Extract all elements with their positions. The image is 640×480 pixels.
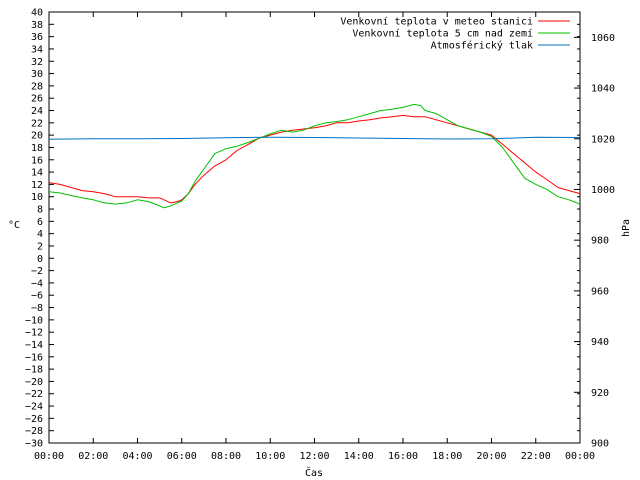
y-tick-label: 10 xyxy=(31,192,43,203)
x-tick-label: 22:00 xyxy=(521,451,551,462)
series-line-1 xyxy=(48,114,581,204)
y-tick-label: 20 xyxy=(31,131,43,142)
series-line-2 xyxy=(48,103,581,209)
y-axis-ticks: 4038363432302826242220181614121086420−2−… xyxy=(25,8,580,450)
y2-tick-label: 1020 xyxy=(591,134,615,145)
y-tick-label: −28 xyxy=(25,426,43,437)
y2-axis-title: hPa xyxy=(621,219,632,237)
y2-tick-label: 1000 xyxy=(591,185,615,196)
x-tick-label: 08:00 xyxy=(211,451,241,462)
y-tick-label: −10 xyxy=(25,315,43,326)
y-tick-label: 0 xyxy=(37,254,43,265)
y-axis-title: °C xyxy=(8,220,20,231)
y2-tick-label: 900 xyxy=(591,439,609,450)
y-tick-label: −20 xyxy=(25,377,43,388)
x-tick-label: 20:00 xyxy=(476,451,506,462)
y-tick-label: 8 xyxy=(37,205,43,216)
plot-area xyxy=(48,11,581,444)
y2-tick-label: 960 xyxy=(591,286,609,297)
series-line-3 xyxy=(48,136,581,140)
y-tick-label: −18 xyxy=(25,365,43,376)
x-tick-label: 06:00 xyxy=(167,451,197,462)
y-tick-label: 32 xyxy=(31,57,43,68)
x-axis-title: Čas xyxy=(305,466,323,479)
y-tick-label: 36 xyxy=(31,32,43,43)
y2-tick-label: 940 xyxy=(591,337,609,348)
y2-tick-label: 920 xyxy=(591,388,609,399)
y2-axis-ticks: 1060 1040 1020 1000 980 960 940 920 900 xyxy=(574,33,615,450)
y-tick-label: 38 xyxy=(31,20,43,31)
y-tick-label: 2 xyxy=(37,241,43,252)
y-tick-label: 6 xyxy=(37,217,43,228)
x-axis-ticks: 00:00 02:00 04:00 06:00 08:00 10:00 12:00 14:00… xyxy=(34,12,595,462)
y-tick-label: −4 xyxy=(31,278,43,289)
y-tick-label: −8 xyxy=(31,303,43,314)
y-tick-label: 28 xyxy=(31,81,43,92)
y-tick-label: −26 xyxy=(25,414,43,425)
y-tick-label: 14 xyxy=(31,168,43,179)
y-tick-label: 40 xyxy=(31,8,43,19)
y-tick-label: −22 xyxy=(25,389,43,400)
series-lines xyxy=(48,103,581,209)
y-tick-label: −24 xyxy=(25,402,43,413)
y-tick-label: 26 xyxy=(31,94,43,105)
y-tick-label: −12 xyxy=(25,328,43,339)
y-tick-label: −14 xyxy=(25,340,43,351)
y2-tick-label: 980 xyxy=(591,236,609,247)
y-tick-label: −6 xyxy=(31,291,43,302)
y-tick-label: 4 xyxy=(37,229,43,240)
y-tick-label: 30 xyxy=(31,69,43,80)
x-tick-label: 02:00 xyxy=(78,451,108,462)
y2-tick-label: 1040 xyxy=(591,84,615,95)
y-tick-label: −30 xyxy=(25,439,43,450)
legend-label: Venkovní teplota v meteo stanici xyxy=(340,16,533,28)
legend-label: Atmosférický tlak xyxy=(431,40,533,52)
x-tick-label: 14:00 xyxy=(344,451,374,462)
x-tick-label: 00:00 xyxy=(34,451,64,462)
y-tick-label: 18 xyxy=(31,143,43,154)
y-tick-label: −2 xyxy=(31,266,43,277)
y-tick-label: 24 xyxy=(31,106,43,117)
x-tick-label: 18:00 xyxy=(432,451,462,462)
x-tick-label: 04:00 xyxy=(122,451,152,462)
x-tick-label: 00:00 xyxy=(565,451,595,462)
x-tick-label: 16:00 xyxy=(388,451,418,462)
x-tick-label: 10:00 xyxy=(255,451,285,462)
y-tick-label: −16 xyxy=(25,352,43,363)
y2-tick-label: 1060 xyxy=(591,33,615,44)
y-tick-label: 12 xyxy=(31,180,43,191)
legend: Venkovní teplota v meteo staniciVenkovní… xyxy=(340,16,570,52)
x-tick-label: 12:00 xyxy=(299,451,329,462)
y-tick-label: 34 xyxy=(31,44,43,55)
y-tick-label: 16 xyxy=(31,155,43,166)
legend-label: Venkovní teplota 5 cm nad zemí xyxy=(352,28,533,40)
y-tick-label: 22 xyxy=(31,118,43,129)
